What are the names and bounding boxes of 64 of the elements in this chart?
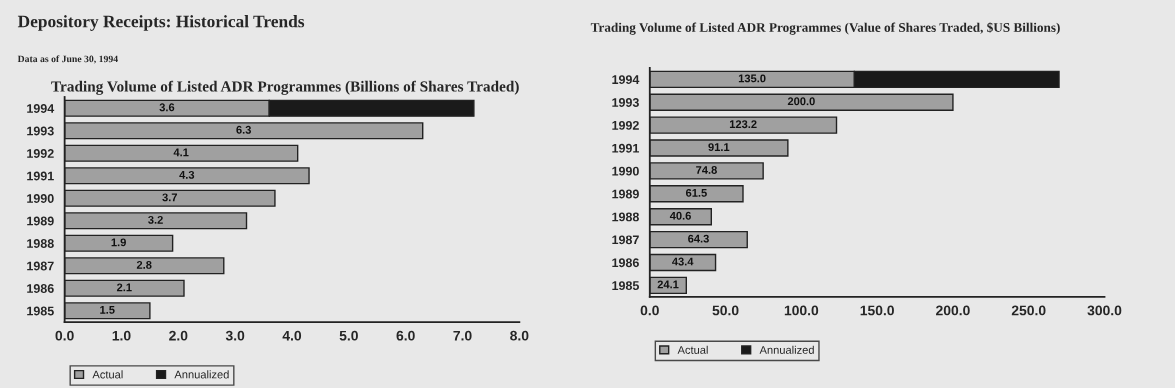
chart-title: Depository Receipts: Historical Trends: [17, 15, 305, 31]
data-label: 2.1: [116, 283, 132, 292]
text: Trading Volume of Listed ADR Programmes (Billions of Shares Traded): [51, 80, 519, 95]
data-label: 6.3: [236, 125, 251, 134]
data-label: 91.1: [708, 143, 730, 151]
y-tick-label: 1988: [27, 239, 54, 248]
x-tick-label: 7.0: [453, 330, 472, 341]
y-tick-label: 1993: [27, 126, 54, 136]
data-label: 43.4: [672, 257, 694, 266]
data-label: 200.0: [787, 97, 815, 106]
data-label: 4.3: [179, 170, 195, 179]
data-label: 64.3: [688, 234, 709, 243]
legend-label: Actual: [92, 370, 123, 379]
x-tick-label: 1.0: [112, 330, 131, 341]
data-label: 61.5: [685, 188, 707, 197]
x-tick-label: 5.0: [339, 330, 358, 341]
data-label: 40.6: [669, 211, 691, 220]
x-tick-label: 0.0: [55, 330, 74, 341]
chart-title: Trading Volume of Listed ADR Programmes (Value of Shares Traded, $US Billions): [590, 22, 1060, 35]
y-tick-label: 1994: [612, 75, 640, 84]
data-label: 3.2: [148, 215, 163, 224]
y-tick-label: 1994: [27, 104, 55, 113]
y-tick-label: 1991: [27, 171, 54, 181]
y-tick-label: 1989: [612, 189, 639, 199]
x-tick-label: 150.0: [860, 305, 894, 316]
x-tick-label: 3.0: [225, 330, 245, 341]
y-tick-label: 1990: [27, 194, 54, 203]
y-tick-label: 1992: [612, 120, 639, 130]
y-tick-label: 1991: [612, 143, 640, 153]
x-tick-label: 6.0: [396, 330, 415, 341]
data-label: 1.5: [100, 306, 115, 314]
y-tick-label: 1992: [27, 149, 54, 158]
y-tick-label: 1985: [27, 306, 54, 316]
data-label: 3.6: [159, 103, 175, 112]
y-tick-label: 1986: [612, 258, 639, 268]
legend-label: Annualized: [174, 370, 229, 379]
x-tick-label: 300.0: [1087, 305, 1122, 316]
x-tick-label: 0.0: [640, 305, 659, 316]
y-tick-label: 1990: [612, 166, 639, 176]
data-label: 3.7: [162, 193, 178, 202]
data-label: 2.8: [136, 260, 152, 269]
x-tick-label: 100.0: [784, 305, 819, 316]
legend-label: Actual: [677, 345, 708, 354]
data-label: 123.2: [729, 120, 757, 129]
x-tick-label: 250.0: [1011, 305, 1046, 316]
x-tick-label: 50.0: [712, 305, 739, 316]
y-tick-label: 1987: [612, 235, 639, 245]
data-label: 4.1: [173, 148, 189, 157]
data-label: 1.9: [111, 238, 126, 247]
x-tick-label: 8.0: [510, 330, 529, 341]
x-tick-label: 200.0: [936, 305, 970, 316]
data-label: 74.8: [696, 166, 717, 174]
x-tick-label: 2.0: [169, 330, 188, 341]
legend-label: Annualized: [759, 345, 814, 354]
y-tick-label: 1986: [27, 284, 54, 293]
y-tick-label: 1985: [612, 281, 640, 291]
y-tick-label: 1988: [612, 212, 639, 222]
data-label: 135.0: [738, 74, 766, 83]
y-tick-label: 1989: [27, 216, 54, 226]
chart-subtitle: Data as of June 30, 1994: [17, 55, 118, 64]
y-tick-label: 1993: [612, 98, 639, 107]
x-tick-label: 4.0: [282, 330, 302, 341]
y-tick-label: 1987: [27, 261, 54, 271]
data-label: 24.1: [657, 280, 679, 289]
